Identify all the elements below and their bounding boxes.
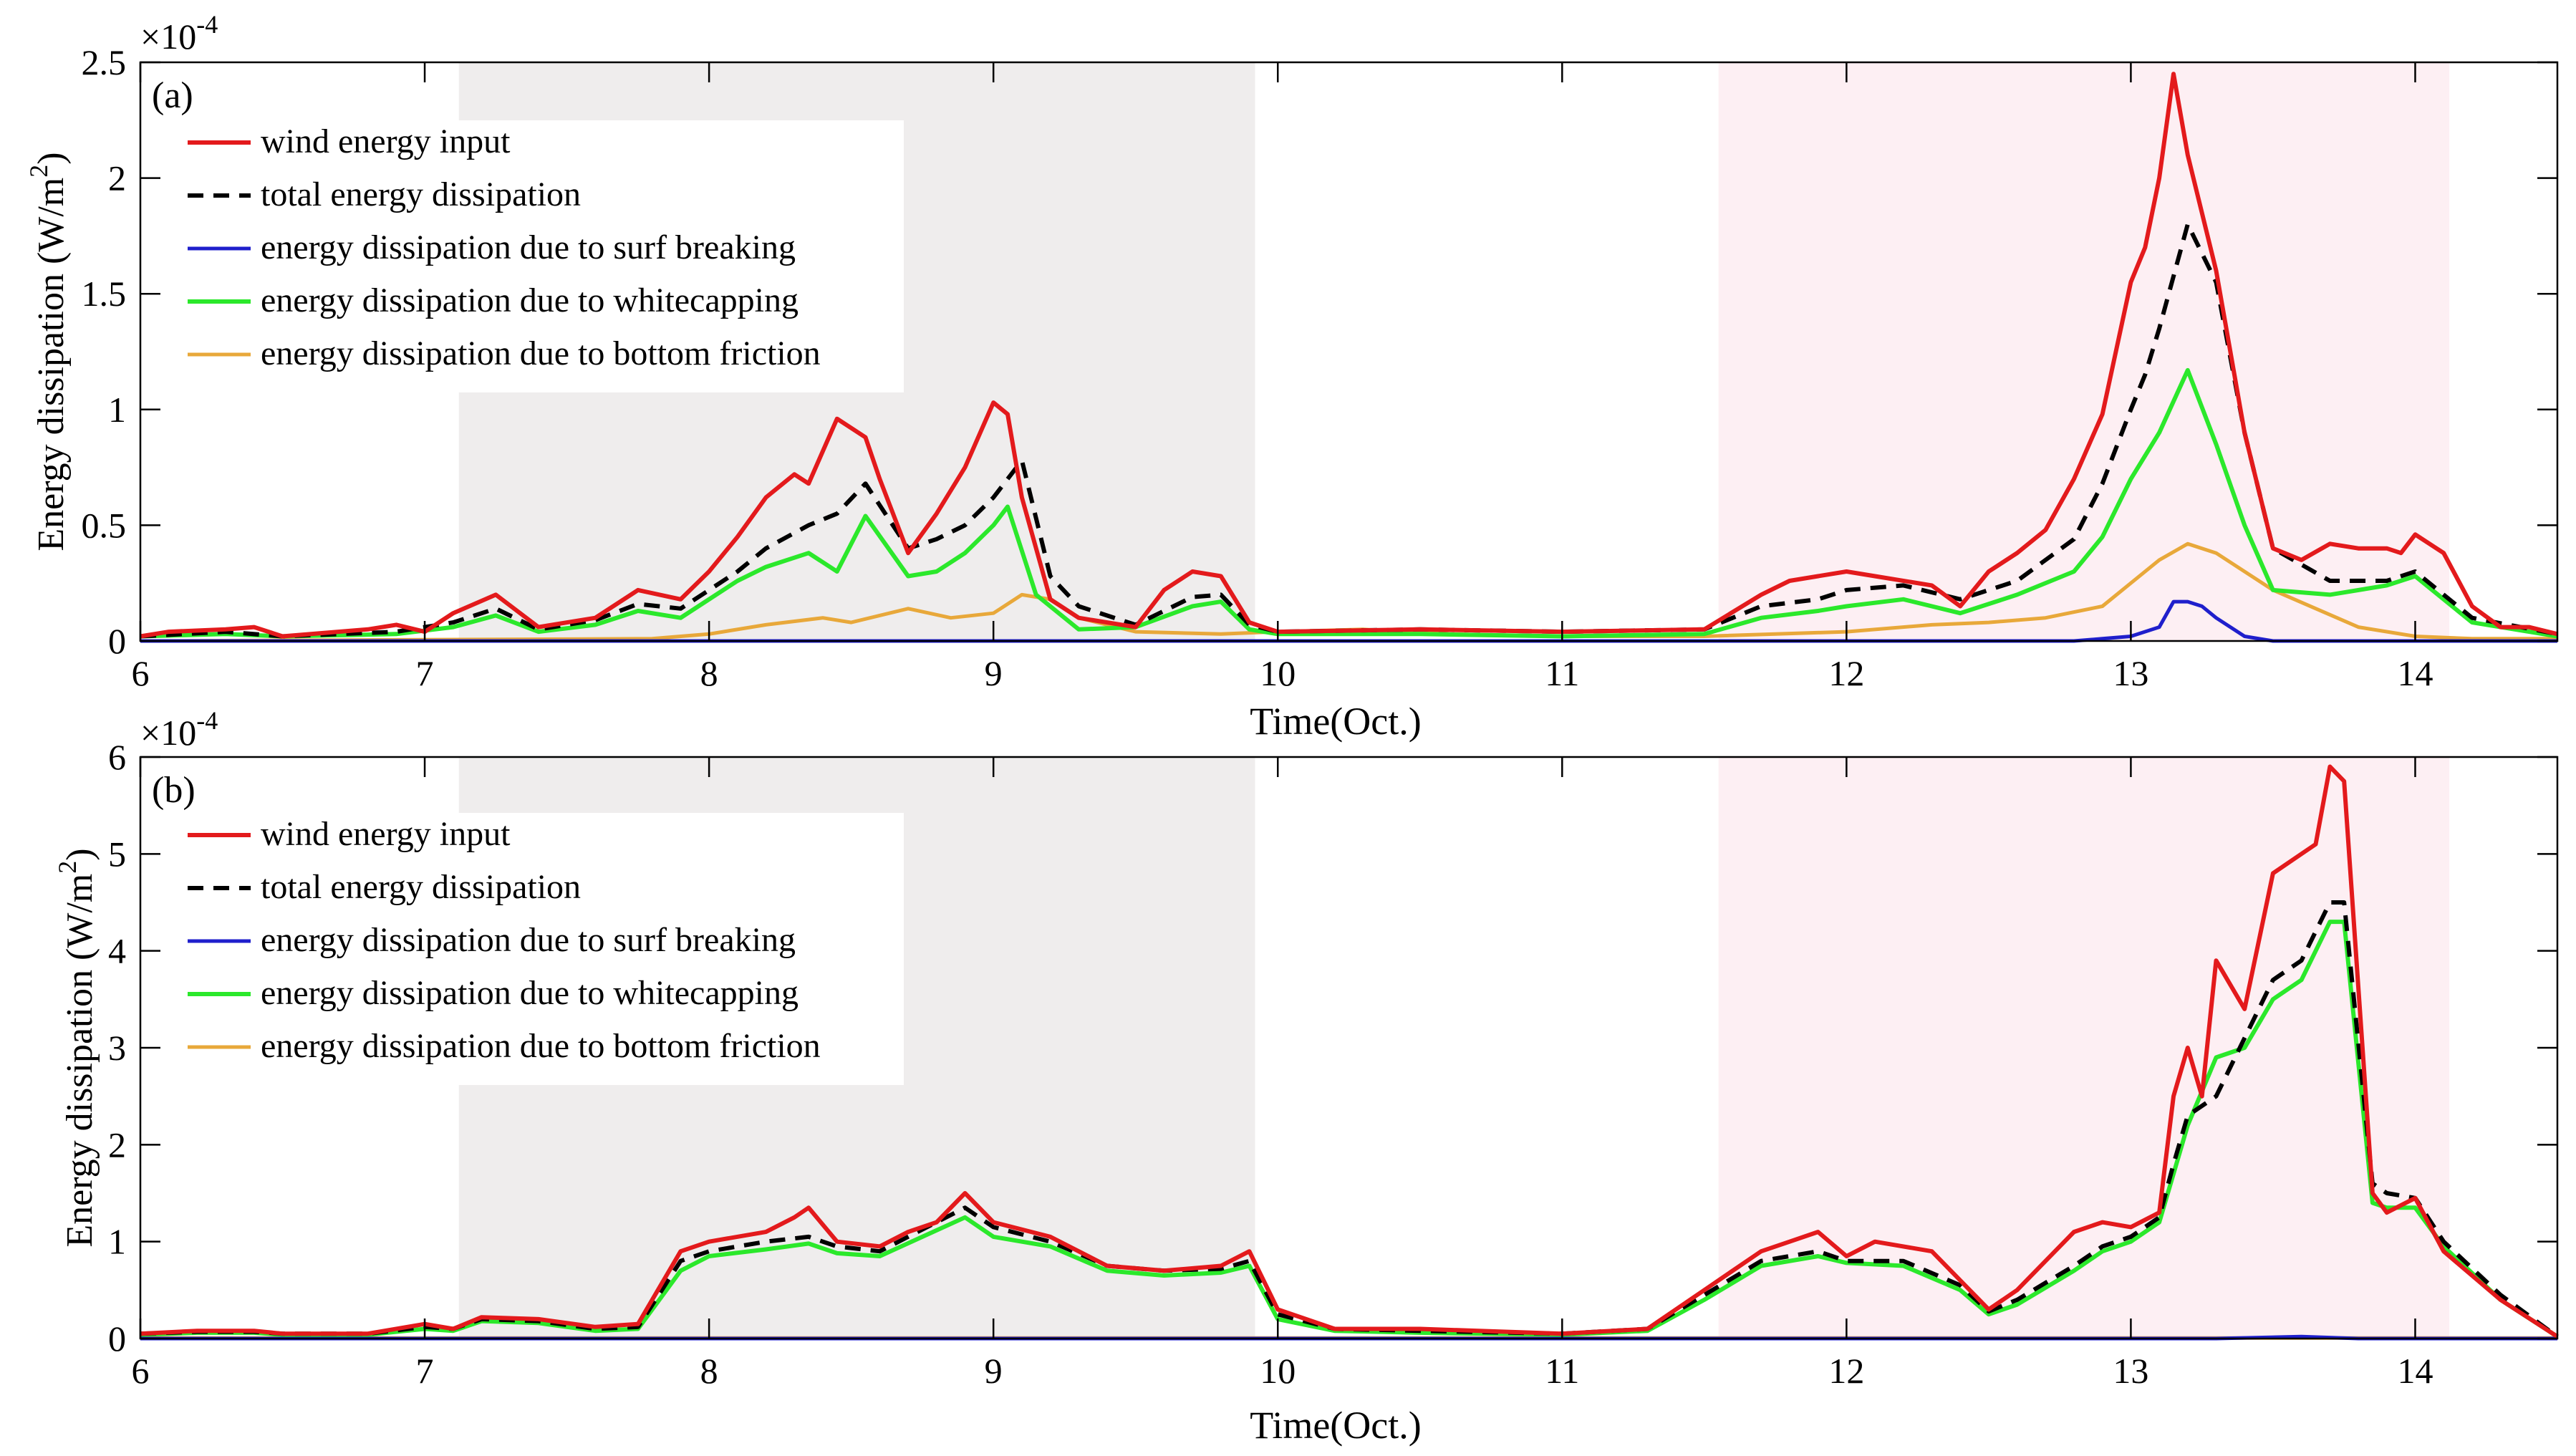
panel-a: 6 7 8 9 10 11 12 13 14 0 0.5 1 1.5 2 2.5 wind energy i… [24,10,2559,743]
panel-a-axes: 6 7 8 9 10 11 12 13 14 0 0.5 1 1.5 2 2.5 [82,42,2559,693]
panel-b-legend-box [166,813,904,1085]
panel-a-y-axis-label: Energy dissipation (W/m2) [24,152,72,551]
panel-b-x-tick-label: 9 [985,1351,1003,1391]
panel-a-x-tick-label: 8 [700,653,718,693]
panel-b-x-tick-label: 6 [132,1351,150,1391]
panel-a-shaded-region-pink [1718,62,2450,641]
panel-a-x-tick-label: 14 [2397,653,2433,693]
panel-b-y-tick-label: 5 [108,834,126,874]
panel-a-y-axis-label-sup: 2 [24,165,53,178]
panel-a-y-axis-label-tail: ) [31,152,72,164]
panel-b-x-tick-label: 11 [1545,1351,1579,1391]
panel-a-legend: wind energy input total energy dissipatio… [166,120,904,392]
panel-b-legend: wind energy input total energy dissipatio… [166,813,904,1085]
panel-a-y-axis-label-main: Energy dissipation (W/m [31,178,72,551]
panel-b-legend-label-wind: wind energy input [261,815,511,853]
panel-a-x-axis-label: Time(Oct.) [1250,700,1422,743]
panel-a-x-tick-label: 7 [416,653,434,693]
panel-b-x-tick-label: 10 [1260,1351,1296,1391]
panel-a-y-tick-label: 2.5 [82,42,127,82]
panel-b-x-tick-label: 12 [1828,1351,1864,1391]
panel-a-y-tick-label: 0.5 [82,505,127,545]
panel-b-y-axis-label-tail: ) [59,848,100,860]
panel-b-y-tick-label: 0 [108,1318,126,1359]
panel-b-label: (b) [152,770,196,811]
panel-a-legend-box [166,120,904,392]
panel-a-label: (a) [152,75,193,116]
panel-a-exponent: ×10-4 [140,10,218,57]
panel-b-x-tick-label: 8 [700,1351,718,1391]
panel-b-y-axis-label: Energy dissipation (W/m2) [53,848,100,1247]
panel-b-series-wind [140,764,2559,1339]
panel-a-x-tick-label: 10 [1260,653,1296,693]
panel-a-legend-label-wind: wind energy input [261,122,511,160]
panel-b-shaded-region-pink [1718,757,2450,1339]
panel-a-legend-label-surf: energy dissipation due to surf breaking [261,228,796,266]
panel-a-series-total [140,222,2558,639]
panel-a-legend-label-total: total energy dissipation [261,175,581,213]
panel-b-legend-label-surf: energy dissipation due to surf breaking [261,921,796,959]
panel-b-legend-label-total: total energy dissipation [261,868,581,906]
panel-b-x-tick-label: 7 [416,1351,434,1391]
panel-b-x-tick-label: 14 [2397,1351,2433,1391]
panel-a-legend-label-bottom: energy dissipation due to bottom frictio… [261,334,821,372]
panel-a-x-tick-label: 9 [985,653,1003,693]
panel-a-axes-box [139,61,2559,642]
panel-b-exponent-power: -4 [196,706,218,735]
panel-a-y-tick-label: 1.5 [82,274,127,314]
panel-b-y-tick-label: 4 [108,931,126,971]
panel-a-y-tick-label: 0 [108,621,126,661]
panel-b-y-axis-label-main: Energy dissipation (W/m [59,874,100,1248]
panel-b-x-tick-label: 13 [2113,1351,2148,1391]
panel-a-series-whitecap [140,367,2558,639]
panel-a-x-tick-label: 12 [1828,653,1864,693]
panel-a-exponent-power: -4 [196,10,218,39]
panel-a-series [140,72,2558,643]
panel-a-y-tick-label: 1 [108,390,126,430]
panel-b-y-tick-label: 1 [108,1222,126,1262]
panel-a-legend-label-whitecap: energy dissipation due to whitecapping [261,281,799,319]
panel-b-y-tick-label: 3 [108,1028,126,1068]
panel-b-y-tick-label: 2 [108,1124,126,1165]
panel-a-x-tick-label: 6 [132,653,150,693]
panel-b-exponent-base: ×10 [140,713,196,753]
panel-a-series-wind [140,72,2558,639]
panel-a-x-tick-label: 13 [2113,653,2148,693]
panel-a-series-surf [140,599,2557,643]
panel-b-exponent: ×10-4 [140,706,218,753]
panel-b-y-axis-label-sup: 2 [53,861,82,874]
panel-b-x-axis-label: Time(Oct.) [1250,1404,1422,1447]
panel-b-legend-label-whitecap: energy dissipation due to whitecapping [261,974,799,1012]
panel-a-x-tick-label: 11 [1545,653,1579,693]
panel-b-y-tick-label: 6 [108,737,126,777]
panel-b-legend-label-bottom: energy dissipation due to bottom frictio… [261,1027,821,1065]
panel-a-exponent-base: ×10 [140,16,196,57]
panel-a-y-tick-label: 2 [108,158,126,198]
